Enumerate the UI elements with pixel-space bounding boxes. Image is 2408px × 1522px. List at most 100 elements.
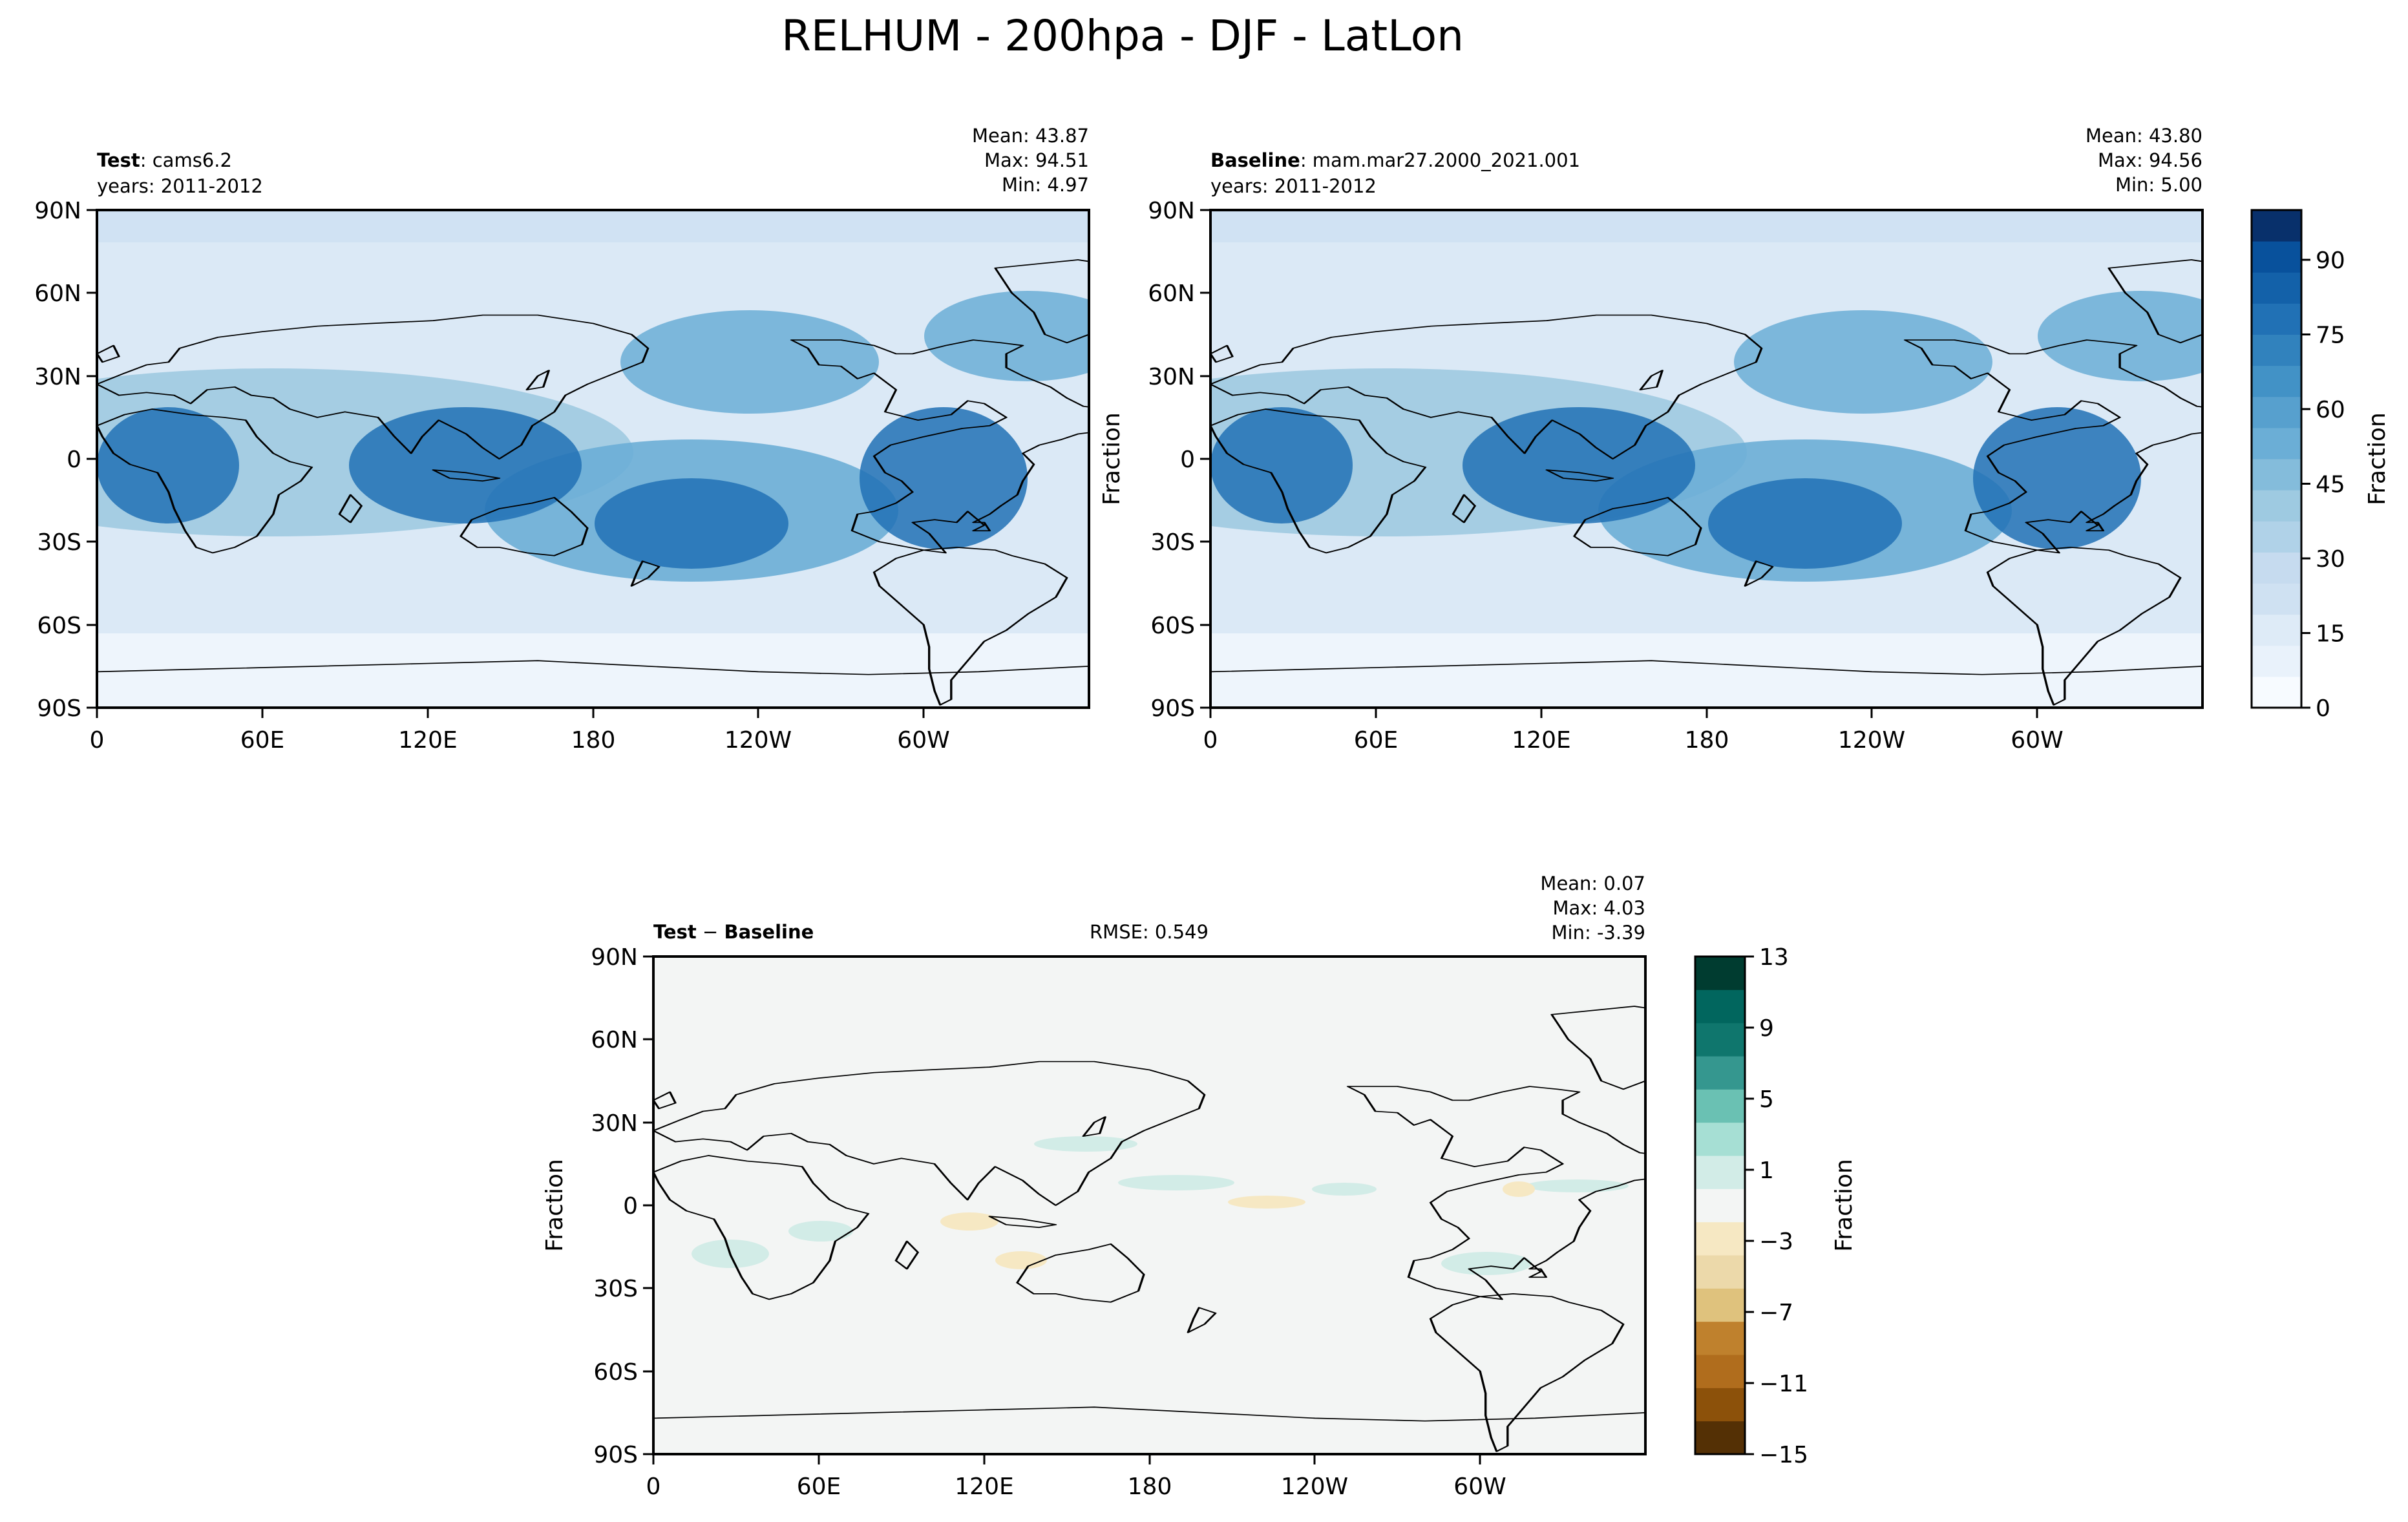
panel-difference-field [653,957,1645,1454]
panel-baseline-y-axis: 90N 60N 30N 0 30S 60S 90S [1148,198,1210,722]
colorbar-step [2252,365,2301,397]
colorbar-step [2252,583,2301,615]
colorbar-brbg: 13 9 5 1 −3 −7 −11 −15 Fraction [1694,944,1857,1468]
colorbar-step [2252,459,2301,491]
colorbar-brbg-steps [1695,957,1745,1455]
colorbar-tick-label: 15 [2316,621,2345,648]
colorbar-step [1695,1221,1745,1256]
y-tick-label: 60S [593,1359,638,1386]
colorbar-step [1695,1255,1745,1289]
panel-difference-mean: Mean: 0.07 [1540,872,1645,894]
y-tick-label: 0 [67,447,81,473]
panel-difference-max: Max: 4.03 [1552,897,1645,919]
x-tick-label: 120E [955,1474,1013,1500]
colorbar-step [1695,989,1745,1024]
y-tick-label: 60S [37,613,81,639]
panel-test-years: years: 2011-2012 [97,175,263,197]
panel-test-min: Min: 4.97 [1002,174,1089,196]
panel-difference-ylabel: Fraction [542,1159,568,1252]
x-tick-label: 120W [1281,1474,1348,1500]
colorbar-step [2252,552,2301,584]
colorbar-step [2252,676,2301,708]
colorbar-tick-label: 45 [2316,472,2345,498]
colorbar-tick-label: −3 [1759,1229,1793,1255]
panel-difference-rmse: RMSE: 0.549 [1090,921,1209,943]
colorbar-blues-steps [2252,210,2301,708]
colorbar-step [2252,427,2301,460]
panel-test-max: Max: 94.51 [984,149,1089,171]
panel-baseline-mean: Mean: 43.80 [2086,125,2202,147]
panel-test-x-axis: 0 60E 120E 180 120W 60W [90,708,950,754]
x-tick-label: 120E [1512,727,1570,754]
y-tick-label: 90N [34,198,81,224]
x-tick-label: 0 [646,1474,661,1500]
panel-baseline-max: Max: 94.56 [2098,149,2202,171]
y-tick-label: 30N [34,364,81,390]
y-tick-label: 60N [1148,280,1195,307]
x-tick-label: 180 [571,727,616,754]
panel-baseline-label: Baseline: mam.mar27.2000_2021.001 [1210,149,1580,171]
colorbar-blues-label: Fraction [2364,412,2391,505]
panel-baseline-min: Min: 5.00 [2115,174,2202,196]
x-tick-label: 60E [240,727,285,754]
y-tick-label: 60S [1150,613,1195,639]
colorbar-step [2252,241,2301,273]
colorbar-tick-label: 9 [1759,1015,1774,1042]
panel-baseline-ylabel: Fraction [1099,412,1125,505]
y-tick-label: 90S [1150,695,1195,722]
colorbar-step [1695,1122,1745,1156]
colorbar-tick-label: 5 [1759,1086,1774,1113]
x-tick-label: 60W [1453,1474,1506,1500]
x-tick-label: 60W [897,727,949,754]
panel-baseline-x-axis: 0 60E 120E 180 120W 60W [1203,708,2064,754]
colorbar-step [1695,1388,1745,1422]
colorbar-tick-label: −7 [1759,1300,1793,1326]
y-tick-label: 60N [591,1027,638,1053]
x-tick-label: 0 [1203,727,1218,754]
colorbar-tick-label: 30 [2316,546,2345,573]
colorbar-step [2252,210,2301,242]
colorbar-step [2252,303,2301,335]
y-tick-label: 90S [593,1442,638,1468]
x-tick-label: 120E [398,727,457,754]
colorbar-step [2252,645,2301,677]
panel-baseline: Baseline: mam.mar27.2000_2021.001 years:… [1099,125,2204,754]
colorbar-step [1695,1056,1745,1090]
x-tick-label: 0 [90,727,105,754]
colorbar-blues: 0 15 30 45 60 75 90 Fraction [2250,209,2391,722]
y-tick-label: 0 [1180,447,1195,473]
colorbar-tick-label: 0 [2316,695,2330,722]
panel-baseline-years: years: 2011-2012 [1210,175,1377,197]
colorbar-step [1695,1421,1745,1455]
colorbar-tick-label: 1 [1759,1157,1774,1184]
colorbar-step [2252,272,2301,304]
panel-difference-y-axis: 90N 60N 30N 0 30S 60S 90S [591,944,653,1468]
x-tick-label: 120W [724,727,792,754]
y-tick-label: 90N [1148,198,1195,224]
panel-test: Test: cams6.2 years: 2011-2012 Mean: 43.… [34,125,1090,754]
panel-difference: Test − Baseline RMSE: 0.549 Mean: 0.07 M… [542,872,1647,1500]
x-tick-label: 60E [797,1474,841,1500]
panel-test-y-axis: 90N 60N 30N 0 30S 60S 90S [34,198,97,722]
colorbar-step [1695,1156,1745,1189]
x-tick-label: 60E [1354,727,1399,754]
colorbar-step [1695,1321,1745,1355]
x-tick-label: 60W [2011,727,2063,754]
y-tick-label: 90N [591,944,638,971]
colorbar-step [1695,1089,1745,1123]
colorbar-tick-label: −11 [1759,1371,1808,1397]
colorbar-step [1695,1189,1745,1223]
y-tick-label: 30N [591,1110,638,1137]
colorbar-step [2252,334,2301,366]
colorbar-step [2252,396,2301,428]
x-tick-label: 180 [1685,727,1729,754]
y-tick-label: 90S [37,695,81,722]
colorbar-tick-label: 13 [1759,944,1789,971]
y-tick-label: 30S [1150,529,1195,556]
colorbar-tick-label: 60 [2316,397,2345,423]
colorbar-step [2252,614,2301,646]
colorbar-step [1695,1022,1745,1057]
colorbar-tick-label: −15 [1759,1442,1808,1468]
panel-baseline-field [1210,210,2202,708]
